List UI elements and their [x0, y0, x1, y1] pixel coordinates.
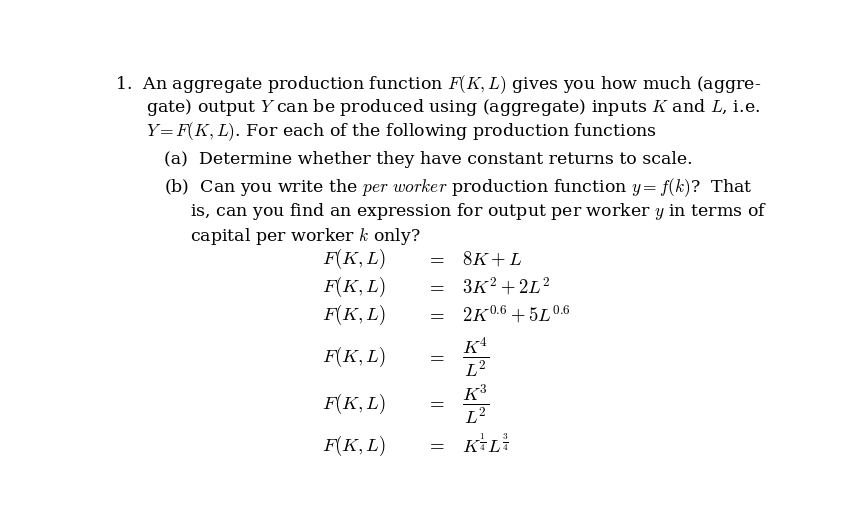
Text: $F(K,L)$: $F(K,L)$	[322, 247, 386, 271]
Text: $=$: $=$	[427, 250, 446, 268]
Text: $2K^{0.6} + 5L^{0.6}$: $2K^{0.6} + 5L^{0.6}$	[463, 304, 571, 326]
Text: $F(K,L)$: $F(K,L)$	[322, 345, 386, 369]
Text: $F(K,L)$: $F(K,L)$	[322, 391, 386, 416]
Text: $=$: $=$	[427, 306, 446, 324]
Text: $8K + L$: $8K + L$	[463, 250, 523, 268]
Text: $=$: $=$	[427, 278, 446, 296]
Text: 1.  An aggregate production function $F(K, L)$ gives you how much (aggre-: 1. An aggregate production function $F(K…	[115, 74, 761, 96]
Text: $\dfrac{K^4}{L^2}$: $\dfrac{K^4}{L^2}$	[463, 335, 490, 379]
Text: (a)  Determine whether they have constant returns to scale.: (a) Determine whether they have constant…	[164, 151, 692, 168]
Text: capital per worker $k$ only?: capital per worker $k$ only?	[190, 225, 421, 247]
Text: $F(K,L)$: $F(K,L)$	[322, 275, 386, 299]
Text: $=$: $=$	[427, 348, 446, 366]
Text: $F(K,L)$: $F(K,L)$	[322, 433, 386, 458]
Text: $=$: $=$	[427, 395, 446, 413]
Text: (b)  Can you write the $\mathit{per\ worker}$ production function $y = f(k)$?  T: (b) Can you write the $\mathit{per\ work…	[164, 177, 752, 199]
Text: $K^{\frac{1}{4}}L^{\frac{3}{4}}$: $K^{\frac{1}{4}}L^{\frac{3}{4}}$	[463, 434, 509, 458]
Text: $\dfrac{K^3}{L^2}$: $\dfrac{K^3}{L^2}$	[463, 382, 490, 425]
Text: $Y = F(K, L)$. For each of the following production functions: $Y = F(K, L)$. For each of the following…	[146, 120, 656, 143]
Text: $3K^2 + 2L^2$: $3K^2 + 2L^2$	[463, 276, 550, 298]
Text: $=$: $=$	[427, 436, 446, 454]
Text: $F(K,L)$: $F(K,L)$	[322, 303, 386, 327]
Text: is, can you find an expression for output per worker $y$ in terms of: is, can you find an expression for outpu…	[190, 201, 767, 222]
Text: gate) output $Y$ can be produced using (aggregate) inputs $K$ and $L$, i.e.: gate) output $Y$ can be produced using (…	[146, 97, 760, 118]
